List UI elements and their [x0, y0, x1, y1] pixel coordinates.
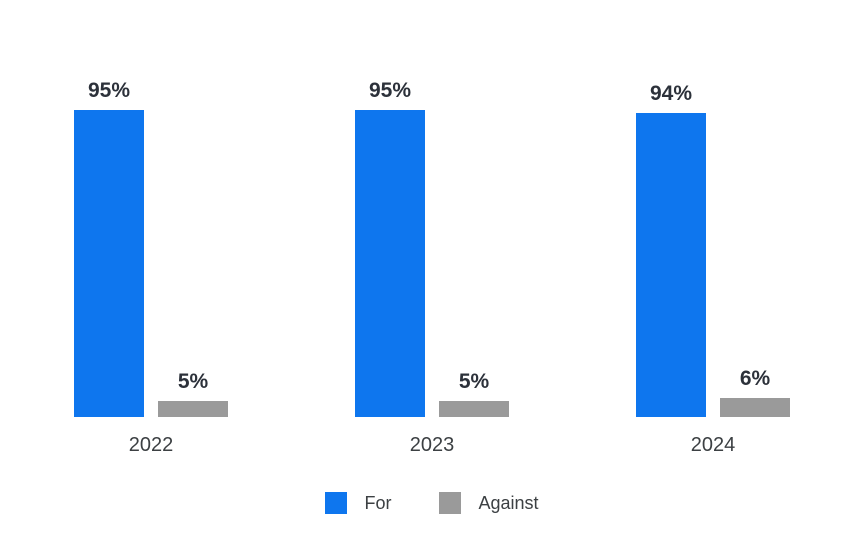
bar-group: 94% 6% 2024 [636, 78, 790, 457]
bar-value-label: 5% [177, 370, 209, 393]
bar-column: 5% [439, 78, 509, 417]
bar-pair: 95% 5% [355, 78, 509, 417]
plot-area: 95% 5% 2022 95% 5% 2023 94% 6% 2024 [74, 78, 790, 457]
category-label: 2024 [690, 434, 736, 456]
bar-pair: 94% 6% [636, 78, 790, 417]
bar-column: 95% [74, 78, 144, 417]
bar-for [74, 110, 144, 417]
bar-column: 5% [158, 78, 228, 417]
bar-against [158, 401, 228, 417]
category-label: 2023 [409, 434, 455, 456]
bar-value-label: 5% [458, 370, 490, 393]
bar-group: 95% 5% 2022 [74, 78, 228, 457]
legend-swatch-icon [325, 492, 348, 514]
bar-against [720, 398, 790, 417]
legend-label: Against [478, 492, 539, 513]
legend-item-for[interactable]: For [325, 492, 391, 514]
category-label: 2022 [128, 434, 174, 456]
bar-group: 95% 5% 2023 [355, 78, 509, 457]
bar-value-label: 6% [739, 367, 771, 390]
bar-column: 95% [355, 78, 425, 417]
legend-item-against[interactable]: Against [439, 492, 539, 514]
bar-column: 6% [720, 78, 790, 417]
bar-column: 94% [636, 78, 706, 417]
legend: For Against [0, 492, 864, 514]
legend-swatch-icon [439, 492, 462, 514]
bar-value-label: 95% [368, 79, 412, 102]
legend-label: For [364, 492, 392, 513]
bar-pair: 95% 5% [74, 78, 228, 417]
bar-for [636, 113, 706, 417]
bar-for [355, 110, 425, 417]
bar-against [439, 401, 509, 417]
bar-value-label: 95% [87, 79, 131, 102]
bar-value-label: 94% [649, 82, 693, 105]
